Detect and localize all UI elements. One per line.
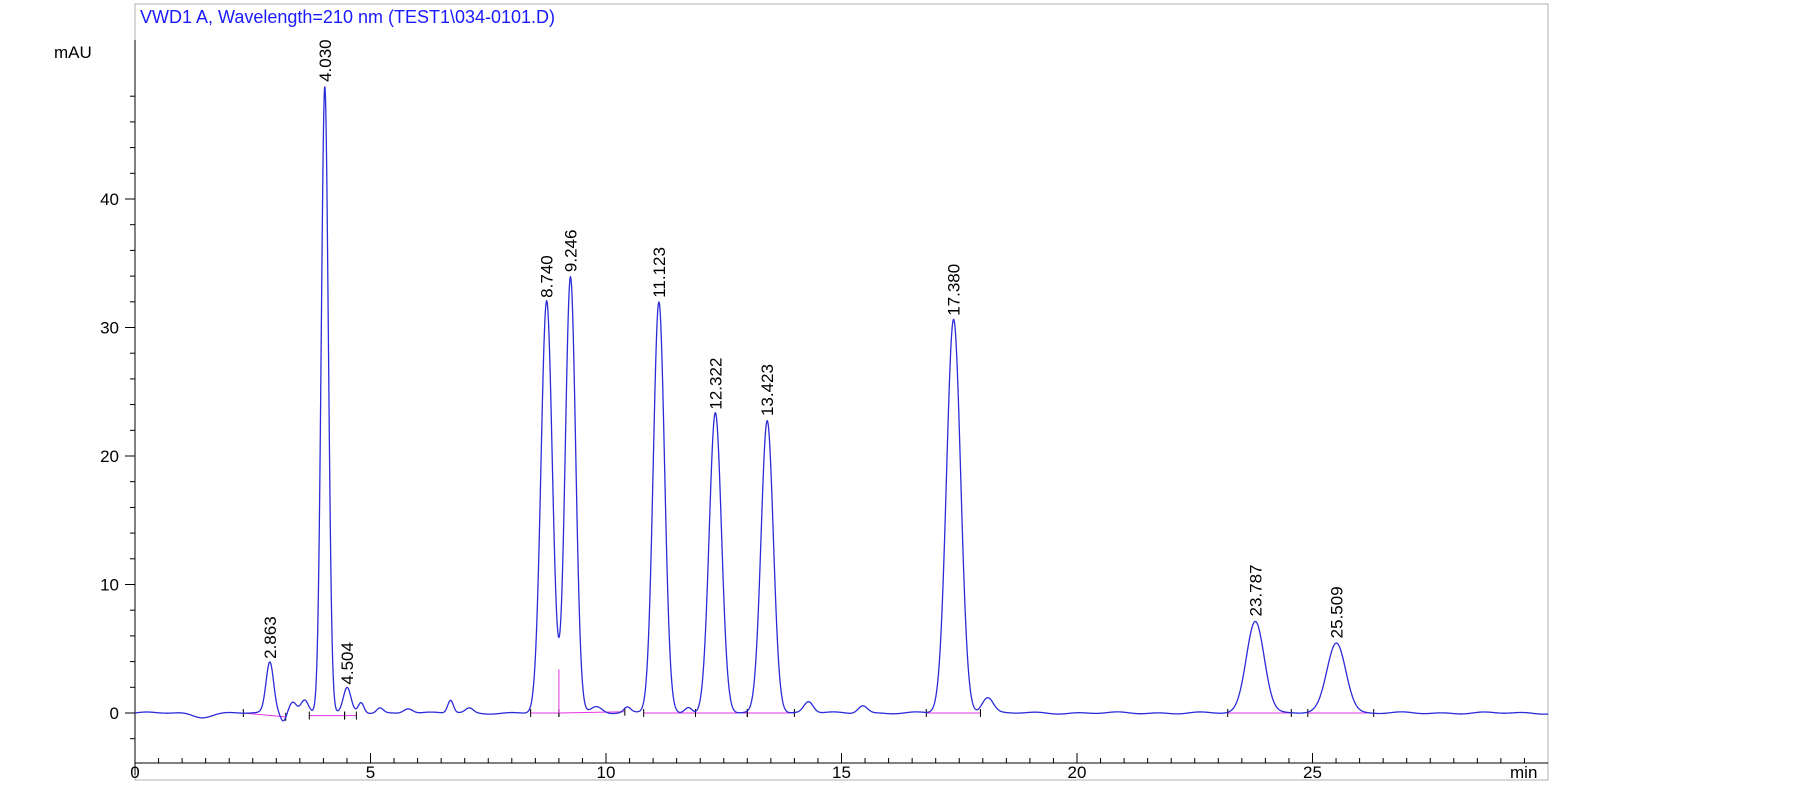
x-tick-label: 15 (832, 763, 851, 782)
y-tick-label: 0 (110, 704, 119, 723)
peak-label: 12.322 (706, 358, 725, 410)
signal-trace (134, 86, 1549, 722)
x-tick-label: 0 (130, 763, 139, 782)
y-tick-label: 30 (100, 319, 119, 338)
x-tick-label: 20 (1068, 763, 1087, 782)
x-tick-label: 10 (597, 763, 616, 782)
baseline-segment (558, 711, 625, 714)
peak-label: 9.246 (561, 230, 580, 273)
x-tick-label: 25 (1303, 763, 1322, 782)
y-axis: 0 10 20 30 40 (100, 40, 136, 775)
peak-label: 17.380 (945, 264, 964, 316)
peak-label: 4.504 (338, 642, 357, 685)
x-tick-label: 5 (366, 763, 375, 782)
y-tick-label: 10 (100, 576, 119, 595)
chart-title: VWD1 A, Wavelength=210 nm (TEST1\034-010… (140, 7, 555, 27)
peak-label: 8.740 (538, 255, 557, 298)
y-tick-label: 40 (100, 190, 119, 209)
y-axis-unit: mAU (54, 43, 92, 62)
peak-label: 11.123 (650, 247, 669, 298)
integration-baselines (242, 669, 1375, 721)
x-axis: 0 5 10 15 20 25 (130, 753, 1548, 782)
peak-label: 23.787 (1246, 564, 1265, 616)
peak-label: 25.509 (1327, 586, 1346, 638)
x-axis-unit: min (1510, 763, 1537, 782)
peak-label: 13.423 (758, 364, 777, 416)
y-tick-label: 20 (100, 447, 119, 466)
peak-label: 4.030 (316, 39, 335, 82)
peak-label: 2.863 (261, 616, 280, 659)
